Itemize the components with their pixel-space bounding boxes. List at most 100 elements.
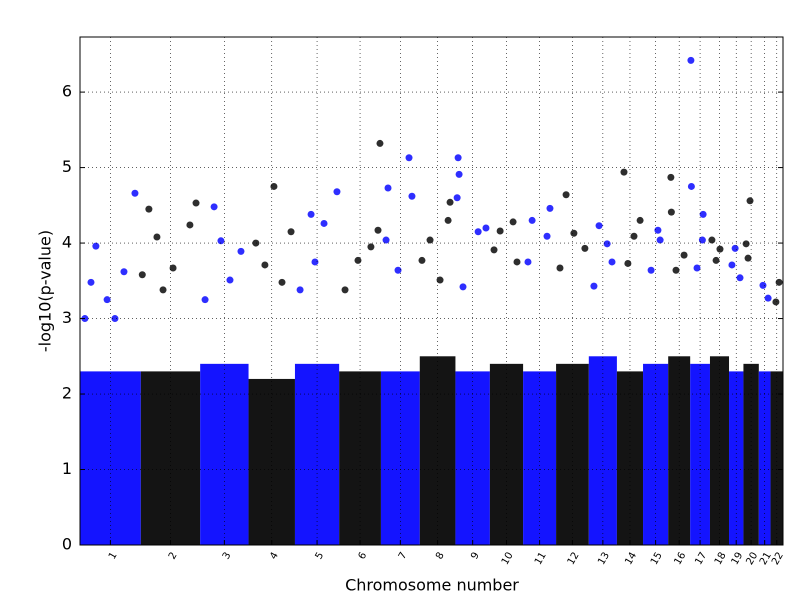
snp-point	[772, 298, 780, 306]
x-tick-label: 2	[167, 551, 180, 562]
snp-point	[647, 266, 655, 274]
x-tick-label: 4	[268, 551, 281, 562]
snp-point	[590, 282, 598, 290]
snp-point	[728, 261, 736, 269]
snp-point	[667, 173, 675, 181]
dense-band	[758, 371, 771, 545]
snp-point	[374, 226, 382, 234]
snp-point	[620, 168, 628, 176]
snp-point	[736, 274, 744, 282]
snp-point	[384, 184, 392, 192]
x-axis-label: Chromosome number	[345, 576, 519, 595]
snp-point	[354, 256, 362, 264]
dense-band	[770, 371, 783, 545]
x-tick-label: 11	[533, 551, 549, 568]
snp-point	[708, 236, 716, 244]
snp-point	[333, 188, 341, 196]
snp-point	[201, 296, 209, 304]
plot-frame	[79, 36, 784, 546]
dense-band	[523, 371, 557, 545]
x-tick-label: 8	[434, 551, 447, 562]
dense-band	[668, 356, 691, 545]
snp-point	[455, 170, 463, 178]
snp-point	[436, 276, 444, 284]
snp-point	[111, 315, 119, 323]
snp-point	[287, 228, 295, 236]
snp-point	[131, 189, 139, 197]
snp-point	[524, 258, 532, 266]
snp-point	[636, 216, 644, 224]
snp-point	[446, 198, 454, 206]
snp-point	[496, 227, 504, 235]
snp-point	[744, 254, 752, 262]
snp-point	[186, 221, 194, 229]
snp-point	[405, 154, 413, 162]
snp-point	[459, 283, 467, 291]
x-tick-label: 19	[730, 551, 746, 568]
snp-point	[656, 236, 664, 244]
x-tick-label: 7	[397, 551, 410, 562]
snp-point	[654, 226, 662, 234]
y-axis-label: -log10(p-value)	[36, 230, 55, 352]
snp-point	[120, 268, 128, 276]
snp-point	[278, 278, 286, 286]
snp-point	[680, 251, 688, 259]
snp-point	[320, 219, 328, 227]
snp-point	[217, 237, 225, 245]
snp-point	[252, 239, 260, 247]
snp-point	[159, 286, 167, 294]
snp-point	[426, 236, 434, 244]
x-tick-label: 15	[649, 551, 665, 568]
snp-point	[270, 182, 278, 190]
x-tick-label: 1	[107, 551, 120, 562]
snp-point	[482, 224, 490, 232]
y-tick-label: 0	[62, 535, 72, 554]
snp-point	[138, 271, 146, 279]
snp-point	[153, 233, 161, 241]
dense-band	[616, 371, 644, 545]
snp-point	[453, 194, 461, 202]
x-tick-label: 10	[500, 551, 516, 568]
dense-band	[588, 356, 617, 545]
snp-point	[716, 245, 724, 253]
dense-band	[729, 371, 744, 545]
snp-point	[367, 243, 375, 251]
snp-point	[237, 247, 245, 255]
snp-point	[192, 199, 200, 207]
snp-point	[376, 139, 384, 147]
snp-point	[562, 191, 570, 199]
y-tick-label: 4	[62, 233, 72, 252]
y-tick-label: 3	[62, 308, 72, 327]
snp-point	[382, 236, 390, 244]
snp-point	[742, 240, 750, 248]
dense-band	[140, 371, 201, 545]
dense-band	[419, 356, 456, 545]
x-tick-label: 5	[314, 551, 327, 562]
snp-point	[624, 259, 632, 267]
y-tick-label: 1	[62, 459, 72, 478]
x-tick-label: 22	[770, 551, 786, 568]
snp-point	[687, 182, 695, 190]
dense-band	[709, 356, 730, 545]
snp-point	[603, 240, 611, 248]
snp-point	[698, 236, 706, 244]
x-tick-label: 6	[357, 551, 370, 562]
snp-point	[775, 278, 783, 286]
dense-band	[743, 363, 759, 545]
snp-point	[474, 228, 482, 236]
snp-point	[418, 256, 426, 264]
snp-point	[92, 242, 100, 250]
x-tick-label: 16	[672, 551, 688, 568]
snp-point	[543, 232, 551, 240]
snp-point	[570, 229, 578, 237]
snp-point	[394, 266, 402, 274]
snp-point	[759, 281, 767, 289]
dense-band	[690, 363, 710, 545]
dense-band	[380, 371, 420, 545]
snp-point	[712, 256, 720, 264]
dense-band	[339, 371, 381, 545]
dense-band	[489, 363, 524, 545]
snp-point	[731, 244, 739, 252]
dense-band	[80, 371, 141, 545]
